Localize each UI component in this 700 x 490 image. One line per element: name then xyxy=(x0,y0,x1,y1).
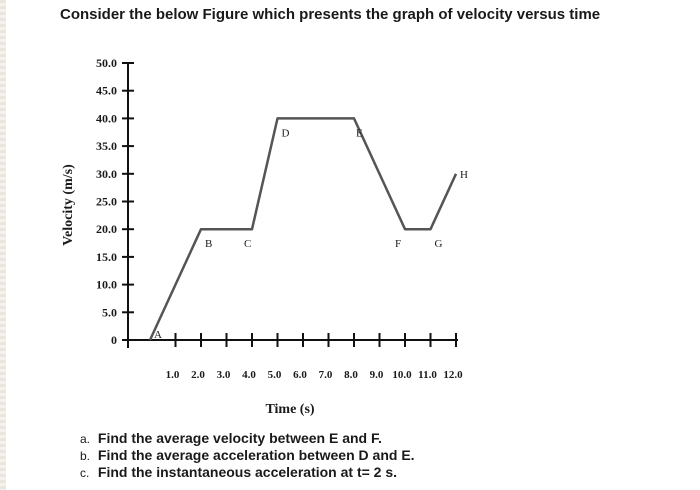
point-label-e: E xyxy=(356,127,363,139)
y-tick-label: 40.0 xyxy=(96,111,117,125)
point-label-d: D xyxy=(282,127,290,139)
y-axis: 0 5.0 10.0 15.0 20.0 25.0 30.0 35.0 40.0 45.0 50.0 xyxy=(96,56,134,348)
x-tick-label: 6.0 xyxy=(293,369,307,381)
question-letter: b. xyxy=(80,449,91,463)
y-tick-label: 35.0 xyxy=(96,139,117,153)
y-tick-label: 20.0 xyxy=(96,222,117,236)
question-letter: c. xyxy=(80,466,90,480)
point-label-b: B xyxy=(205,238,212,250)
velocity-line xyxy=(148,117,458,341)
question-item: a. Find the average velocity between E a… xyxy=(80,430,415,447)
x-tick-label: 9.0 xyxy=(370,369,384,381)
y-tick-label: 25.0 xyxy=(96,195,117,209)
point-label-g: G xyxy=(435,238,443,250)
y-tick-label: 10.0 xyxy=(96,278,117,292)
series xyxy=(148,117,458,341)
y-tick-label: 5.0 xyxy=(102,305,117,319)
question-letter: a. xyxy=(80,432,91,446)
y-tick-label: 30.0 xyxy=(96,167,117,181)
x-axis-label: Time (s) xyxy=(265,402,314,417)
question-item: c. Find the instantaneous acceleration a… xyxy=(80,464,415,481)
x-tick-label: 2.0 xyxy=(191,369,205,381)
point-labels: A B C D E F G H xyxy=(154,127,468,341)
x-tick-label: 12.0 xyxy=(443,369,463,381)
velocity-time-chart: 0 5.0 10.0 15.0 20.0 25.0 30.0 35.0 40.0 45.0 50.0… xyxy=(61,56,468,417)
problem-heading: Consider the below Figure which presents… xyxy=(60,6,601,23)
y-tick-label: 15.0 xyxy=(96,250,117,264)
content-card xyxy=(8,0,692,488)
x-tick-label: 10.0 xyxy=(392,369,412,381)
x-tick-label: 1.0 xyxy=(166,369,180,381)
x-tick-label: 7.0 xyxy=(319,369,333,381)
question-item: b. Find the average acceleration between… xyxy=(80,447,415,464)
question-list: a. Find the average velocity between E a… xyxy=(80,430,415,481)
x-tick-label: 3.0 xyxy=(217,369,231,381)
y-axis-label: Velocity (m/s) xyxy=(61,164,76,246)
question-text: Find the instantaneous acceleration at t… xyxy=(97,464,398,480)
question-text: Find the average velocity between E and … xyxy=(97,430,382,446)
x-tick-label: 5.0 xyxy=(268,369,282,381)
y-tick-label: 50.0 xyxy=(96,56,117,70)
point-label-f: F xyxy=(395,238,401,250)
point-label-h: H xyxy=(460,169,468,181)
x-tick-label: 4.0 xyxy=(242,369,256,381)
x-tick-label: 11.0 xyxy=(418,369,437,381)
point-label-a: A xyxy=(154,329,162,341)
point-label-c: C xyxy=(244,238,251,250)
question-text: Find the average acceleration between D … xyxy=(97,447,415,463)
y-tick-label: 45.0 xyxy=(96,84,117,98)
x-tick-label: 8.0 xyxy=(344,369,358,381)
page-edge-strip xyxy=(0,0,6,490)
y-tick-label: 0 xyxy=(111,333,117,347)
x-axis: 1.0 2.0 3.0 4.0 5.0 6.0 7.0 8.0 9.0 10.0 11.0 12.0 xyxy=(128,333,463,381)
